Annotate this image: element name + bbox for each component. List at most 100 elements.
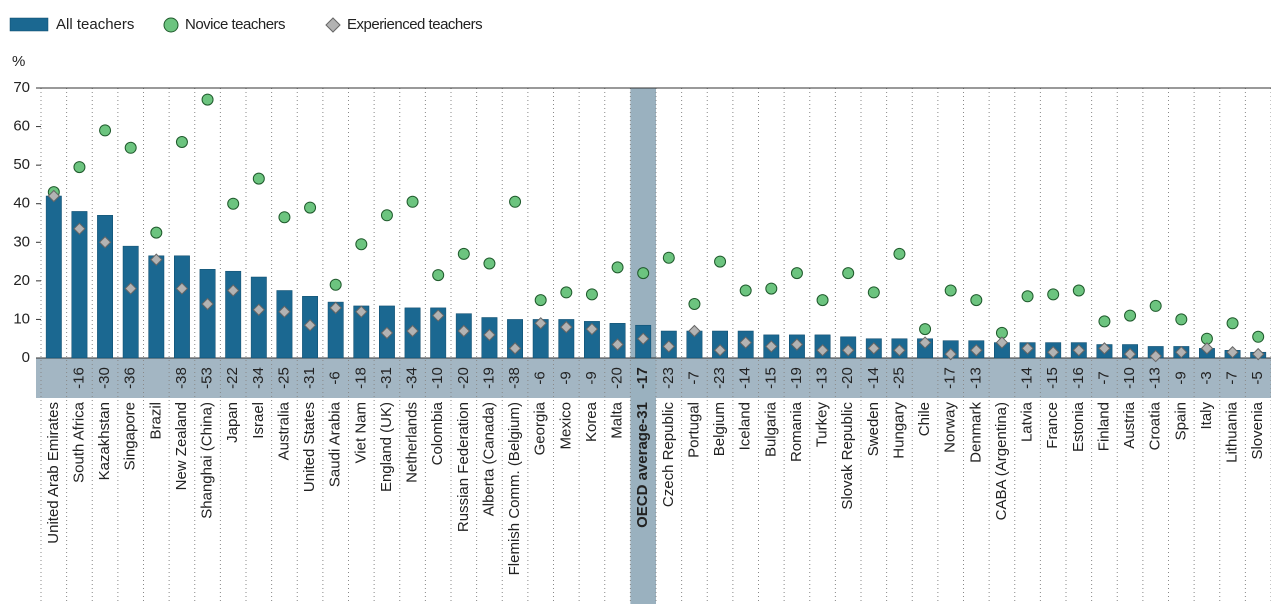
novice-marker (252, 172, 265, 185)
difference-label: -19 (788, 367, 805, 389)
difference-label: -30 (96, 367, 113, 389)
experienced-marker (329, 301, 342, 315)
novice-marker (175, 136, 188, 148)
novice-marker (278, 211, 291, 224)
difference-label: -9 (557, 371, 574, 384)
experienced-marker (713, 344, 727, 357)
novice-marker (765, 282, 778, 295)
x-tick-label: Spain (1172, 402, 1189, 440)
difference-label: -15 (1044, 367, 1061, 389)
novice-marker (739, 284, 752, 297)
experienced-marker (175, 282, 189, 295)
bar (174, 255, 190, 359)
x-tick-label: Denmark (967, 402, 984, 463)
difference-label: -20 (455, 367, 472, 389)
novice-marker (842, 267, 855, 280)
experienced-marker (816, 344, 829, 357)
difference-label: -31 (378, 367, 395, 389)
difference-label: -16 (70, 367, 87, 389)
novice-marker (867, 286, 880, 299)
x-tick-label: Romania (788, 401, 805, 462)
y-tick-label: 50 (13, 156, 30, 173)
x-tick-label: Alberta (Canada) (480, 402, 497, 516)
x-tick-label: France (1044, 402, 1061, 449)
x-tick-label: New Zealand (173, 402, 190, 490)
x-tick-label: Israel (250, 402, 267, 439)
experienced-marker (1072, 344, 1086, 357)
difference-label: -14 (865, 367, 882, 389)
difference-label: -34 (404, 367, 421, 389)
difference-label: -38 (173, 367, 190, 389)
bar (97, 215, 113, 359)
bar (250, 276, 267, 359)
experienced-marker (278, 305, 291, 318)
difference-label: -20 (839, 367, 856, 389)
x-tick-label: Singapore (122, 402, 139, 470)
bar (45, 195, 62, 359)
difference-label: -9 (583, 371, 600, 384)
novice-marker (99, 124, 112, 137)
novice-marker (714, 255, 727, 268)
difference-label: -3 (1198, 371, 1215, 384)
x-tick-label: Croatia (1147, 401, 1164, 450)
x-tick-label: Belgium (711, 402, 728, 456)
difference-label: -23 (660, 367, 677, 389)
difference-label: -31 (301, 367, 318, 389)
difference-label: -36 (122, 367, 139, 389)
x-tick-label: Saudi Arabia (327, 401, 344, 487)
novice-marker (329, 278, 342, 291)
x-tick-label: Czech Republic (660, 402, 677, 508)
x-tick-label: Mexico (557, 402, 574, 450)
x-tick-label: Australia (275, 401, 292, 460)
x-tick-label: CABA (Argentina) (993, 402, 1010, 520)
experienced-marker (918, 336, 932, 349)
difference-label: -7 (685, 371, 702, 384)
novice-marker (1072, 284, 1085, 297)
experienced-marker (47, 189, 61, 203)
novice-marker (457, 247, 470, 260)
experienced-marker (406, 324, 419, 338)
x-tick-label: Bulgaria (762, 401, 779, 457)
difference-label: -9 (1172, 371, 1189, 384)
novice-marker (1124, 309, 1137, 322)
novice-marker (355, 238, 368, 251)
y-axis-label: % (12, 53, 25, 70)
novice-marker (1098, 315, 1111, 328)
novice-marker (201, 93, 214, 106)
novice-marker (509, 195, 522, 208)
difference-label: -7 (1224, 371, 1241, 384)
difference-label: -53 (199, 367, 216, 389)
x-tick-label: Netherlands (404, 402, 421, 483)
difference-label: -34 (250, 367, 267, 389)
experienced-marker (765, 340, 778, 353)
x-tick-label: Malta (609, 401, 626, 438)
bar (225, 270, 242, 359)
novice-marker (150, 226, 163, 239)
novice-marker (970, 294, 983, 307)
x-tick-label: Japan (224, 402, 241, 443)
experienced-marker (252, 303, 266, 316)
novice-marker (1047, 288, 1060, 301)
experienced-marker (483, 328, 496, 342)
y-tick-label: 20 (13, 272, 30, 289)
bar (276, 290, 293, 359)
novice-marker (432, 269, 445, 282)
experienced-marker (1046, 346, 1060, 359)
bar (430, 307, 447, 359)
x-tick-label: OECD average-31 (634, 402, 651, 528)
x-tick-label: Norway (942, 402, 959, 453)
novice-marker (662, 251, 675, 264)
novice-marker (893, 247, 906, 260)
x-tick-label: Russian Federation (455, 402, 472, 532)
difference-label: -17 (634, 367, 651, 389)
novice-marker (534, 294, 547, 307)
difference-label: -15 (762, 367, 779, 389)
difference-label: -10 (1121, 367, 1138, 389)
x-tick-label: Slovak Republic (839, 402, 856, 510)
experienced-marker (303, 319, 317, 332)
experienced-marker (1123, 347, 1137, 361)
x-tick-label: Korea (583, 401, 600, 442)
experienced-marker (790, 338, 804, 351)
x-tick-label: Hungary (890, 402, 907, 459)
